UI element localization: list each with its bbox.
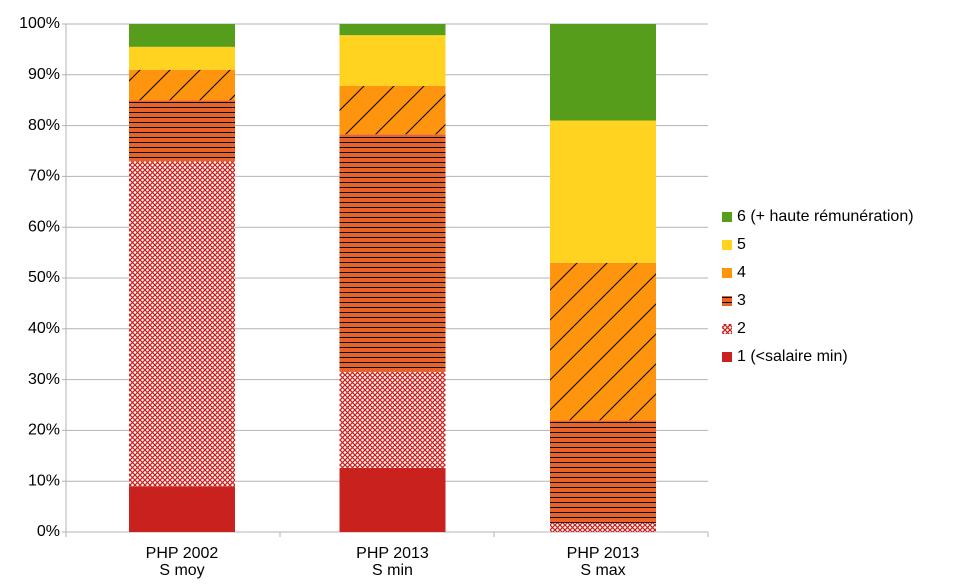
x-tick-label-line: S min: [372, 562, 413, 579]
bar-segment: [550, 24, 656, 121]
y-tick-label: 80%: [28, 117, 60, 134]
bar-segment: [129, 24, 235, 47]
y-tick-label: 20%: [28, 422, 60, 439]
bar-segment: [550, 262, 656, 421]
y-tick-label: 30%: [28, 371, 60, 388]
x-tick-label-line: S moy: [159, 562, 204, 579]
bar-segment: [550, 522, 656, 532]
y-tick-label: 10%: [28, 472, 60, 489]
x-tick-label: PHP 2013 S max: [567, 545, 640, 579]
legend-swatch: [722, 240, 732, 250]
bar-segment: [339, 134, 446, 372]
bar-segment: [129, 69, 235, 101]
bar-segment: [129, 46, 235, 70]
bar-segment: [339, 467, 446, 532]
legend-swatch: [722, 352, 732, 362]
x-tick-label-line: PHP 2013: [356, 545, 429, 562]
y-tick-label: 70%: [28, 168, 60, 185]
x-tick-label: PHP 2013 S min: [356, 545, 429, 579]
legend-label: 3: [737, 292, 746, 309]
x-tick-label-line: PHP 2002: [146, 545, 219, 562]
y-tick-label: 90%: [28, 66, 60, 83]
legend-swatch: [722, 212, 732, 222]
y-tick-label: 0%: [37, 523, 60, 540]
x-tick-label: PHP 2002 S moy: [146, 545, 219, 579]
legend-label: 6 (+ haute rémunération): [737, 208, 914, 225]
bar-segment: [550, 120, 656, 263]
legend-swatch: [722, 268, 732, 278]
bar-segment: [339, 35, 446, 86]
y-tick-label: 100%: [19, 15, 60, 32]
bar-segment: [339, 24, 446, 36]
bar-segment: [129, 486, 235, 532]
x-tick-label-line: PHP 2013: [567, 545, 640, 562]
legend-label: 5: [737, 236, 746, 253]
bar-segment: [550, 420, 656, 523]
legend-label: 2: [737, 320, 746, 337]
legend-label: 1 (<salaire min): [737, 348, 848, 365]
bar-segment: [339, 85, 446, 135]
y-tick-label: 60%: [28, 218, 60, 235]
legend-swatch: [722, 324, 732, 334]
x-tick-label-line: S max: [580, 562, 625, 579]
bar-segment: [129, 161, 235, 487]
legend-swatch: [722, 296, 732, 306]
y-tick-label: 40%: [28, 320, 60, 337]
legend-label: 4: [737, 264, 746, 281]
bar-segment: [129, 100, 235, 162]
y-tick-label: 50%: [28, 269, 60, 286]
bar-segment: [339, 371, 446, 468]
